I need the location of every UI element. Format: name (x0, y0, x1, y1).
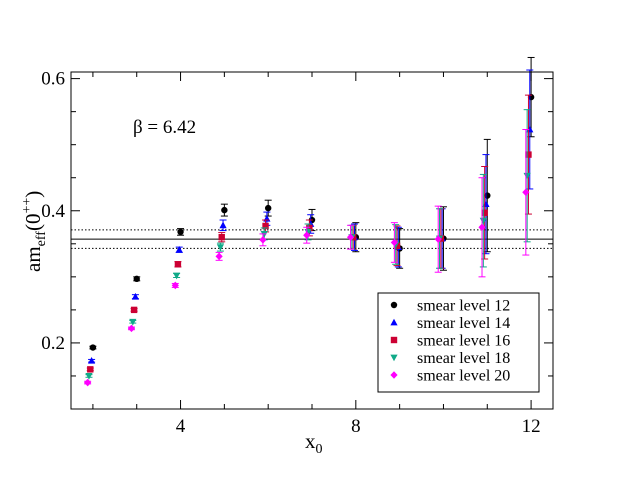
y-axis-label: ameff(0++) (20, 191, 49, 272)
beta-annotation: β = 6.42 (133, 117, 196, 138)
legend-label: smear level 12 (417, 298, 510, 315)
legend-label: smear level 14 (417, 315, 510, 332)
legend-marker (390, 371, 398, 379)
legend-label: smear level 18 (417, 350, 510, 367)
legend-marker (390, 354, 398, 362)
data-point (264, 204, 272, 212)
data-point (478, 223, 486, 232)
x-tick-label: 4 (176, 416, 186, 437)
x-tick-label: 8 (351, 416, 361, 437)
data-point (89, 344, 97, 351)
y-axis-label-sup: ++ (20, 198, 35, 214)
y-tick-label: 0.6 (41, 69, 65, 90)
data-point (85, 373, 93, 380)
x-axis-label-main: x (305, 429, 316, 453)
data-point (434, 235, 442, 243)
data-point (262, 222, 269, 230)
data-point (218, 233, 225, 241)
data-point (525, 151, 532, 158)
data-point (171, 281, 179, 290)
data-point (173, 272, 181, 280)
x-tick-label: 12 (522, 416, 541, 437)
y-axis-label-open: (0 (21, 214, 45, 232)
data-point (221, 206, 228, 214)
data-point (84, 378, 92, 387)
data-point (133, 275, 140, 283)
legend-marker (390, 336, 398, 344)
x-axis-label-sub: 0 (316, 442, 323, 457)
data-point (87, 366, 94, 373)
y-tick-label: 0.2 (41, 333, 65, 354)
data-point (346, 233, 355, 241)
legend-box (377, 292, 540, 393)
data-point (175, 245, 183, 253)
data-point (481, 209, 488, 216)
data-point (303, 231, 311, 240)
legend-label: smear level 16 (417, 333, 510, 350)
y-axis-label-sub: eff (34, 231, 49, 247)
data-point (131, 292, 140, 300)
data-point (306, 224, 313, 232)
data-point (174, 261, 182, 268)
data-point (87, 356, 96, 364)
data-point (127, 324, 136, 333)
legend-label: smear level 20 (417, 368, 510, 385)
data-point (130, 306, 138, 314)
y-axis: 0.2 0.4 0.6 (41, 69, 553, 410)
legend-marker (390, 301, 398, 309)
data-point (215, 252, 223, 261)
y-axis-label-main: am (21, 246, 45, 272)
legend-marker (390, 318, 398, 326)
data-point (216, 244, 225, 251)
x-axis: 4 8 12 (92, 72, 541, 437)
plot-content (71, 56, 553, 387)
y-axis-label-close: ) (21, 191, 45, 198)
y-tick-label: 0.4 (41, 201, 65, 222)
x-axis-label: x0 (305, 429, 323, 457)
data-point (219, 221, 227, 229)
data-point (259, 236, 267, 244)
series-5 (84, 128, 530, 387)
data-point (522, 188, 530, 197)
data-point (177, 228, 184, 236)
data-point (390, 238, 398, 247)
data-point (129, 318, 137, 326)
